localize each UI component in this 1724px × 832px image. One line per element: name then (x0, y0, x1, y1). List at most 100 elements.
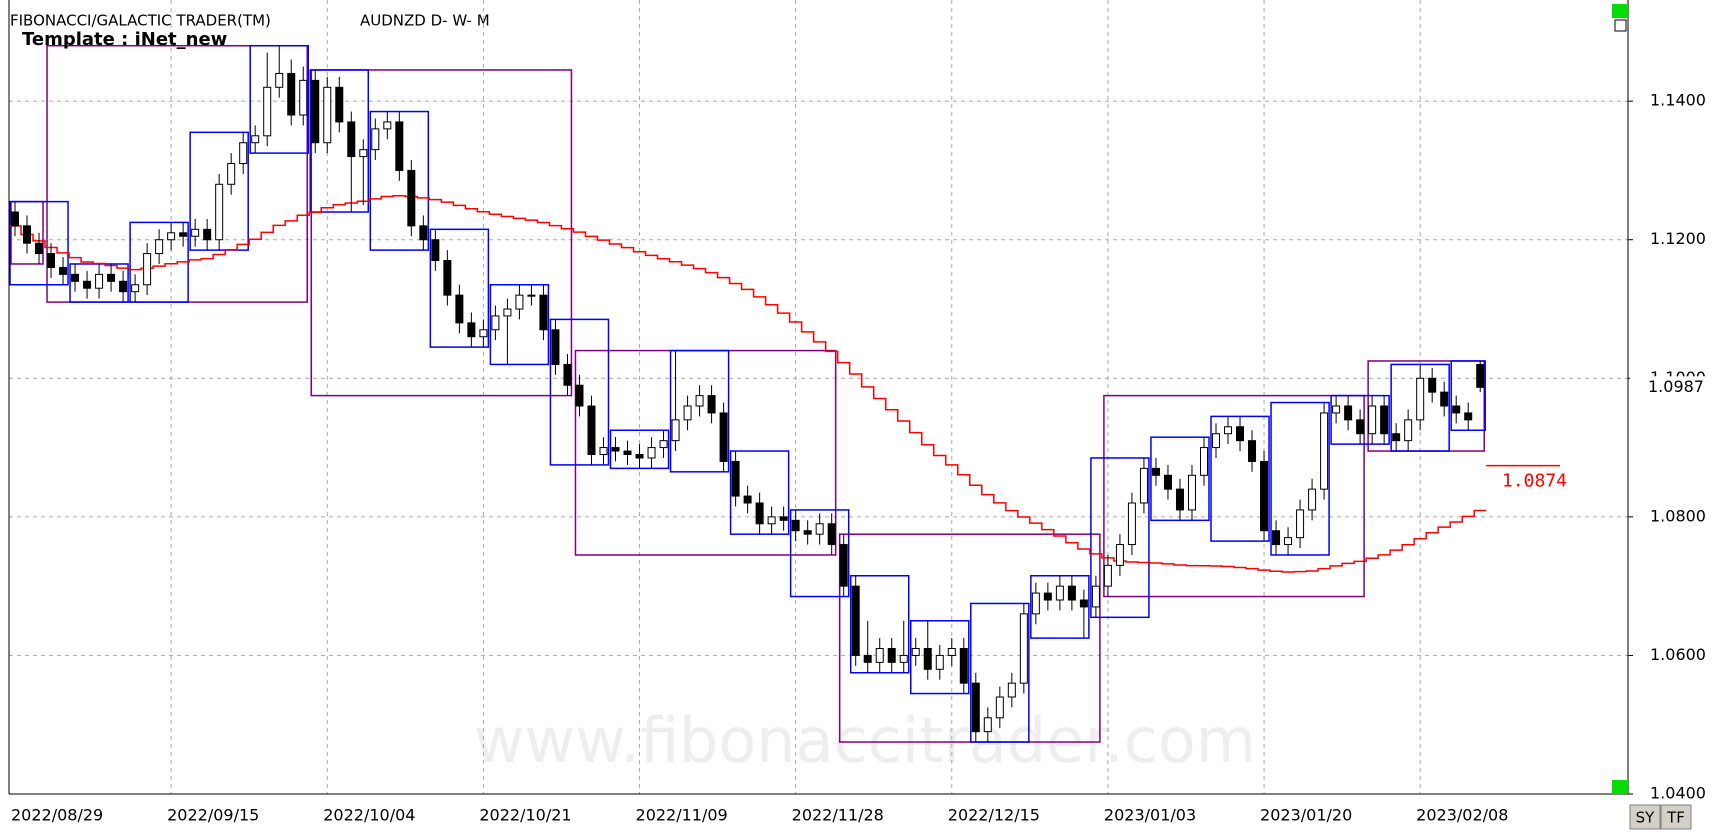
candle-body (1151, 467, 1160, 476)
candle-body (743, 495, 752, 504)
candle-body (1260, 460, 1269, 532)
candle-body (599, 447, 608, 456)
candle-body (683, 405, 692, 421)
candle-body (995, 696, 1004, 719)
weekly-range-box (549, 318, 610, 466)
candle-body (275, 72, 284, 88)
candle-body (611, 447, 620, 452)
candle-body (215, 183, 224, 241)
candle-body (467, 322, 476, 338)
corner-marker (1614, 19, 1627, 32)
candle-body (515, 294, 524, 310)
x-tick-label: 2022/12/15 (948, 806, 1040, 825)
candle-body (959, 648, 968, 684)
candle-body (335, 86, 344, 123)
candle-body (863, 654, 872, 663)
candle-body (167, 232, 176, 241)
candle-body (251, 135, 260, 144)
candle-body (155, 239, 164, 255)
x-tick-label: 2022/08/29 (11, 806, 103, 825)
weekly-range-box (789, 509, 850, 598)
candle-body (395, 121, 404, 171)
candle-body (35, 242, 44, 255)
candle-body (1296, 509, 1305, 539)
candle-body (1440, 391, 1449, 407)
candle-body (359, 149, 368, 158)
candle-body (659, 440, 668, 449)
candle-body (323, 86, 332, 144)
candle-body (1320, 412, 1329, 490)
x-tick-label: 2023/02/08 (1416, 806, 1508, 825)
candle-body (1272, 530, 1281, 546)
toolbar: SY TF (1629, 804, 1692, 830)
candle-body (47, 253, 56, 268)
x-tick-label: 2023/01/03 (1104, 806, 1196, 825)
candle-body (755, 502, 764, 525)
candle-body (827, 523, 836, 546)
candle-body (1368, 405, 1377, 435)
candle-body (1187, 474, 1196, 511)
button-label[interactable]: TF (1666, 809, 1685, 827)
candle-body (311, 79, 320, 144)
monthly-range-box (838, 533, 1101, 743)
candle-body (1043, 592, 1052, 601)
candle-body (731, 460, 740, 497)
weekly-range-box (309, 69, 370, 213)
candle-body (1392, 433, 1401, 442)
weekly-range-box (910, 620, 970, 695)
chart-subtitle: AUDNZD D- W- M (360, 12, 490, 30)
candle-body (923, 648, 932, 670)
x-tick-label: 2022/09/15 (167, 806, 259, 825)
candle-body (1139, 467, 1148, 504)
candle-body (491, 315, 500, 331)
candle-body (1163, 474, 1172, 490)
candle-body (1236, 426, 1245, 442)
candle-body (95, 273, 104, 289)
candle-body (1428, 377, 1437, 393)
candle-body (1212, 433, 1220, 449)
candle-body (143, 253, 152, 286)
candle-body (1007, 682, 1016, 698)
candle-body (1019, 613, 1028, 684)
candle-body (803, 530, 812, 535)
candle-body (191, 228, 200, 237)
candle-body (1199, 447, 1208, 476)
candle-body (71, 273, 80, 282)
weekly-range-box (1090, 457, 1150, 619)
candle-body (131, 284, 140, 293)
candle-body (23, 225, 32, 244)
chart-title: FIBONACCI/GALACTIC TRADER(TM) (10, 12, 271, 30)
weekly-range-box (9, 200, 69, 286)
candle-body (1284, 537, 1293, 546)
button-label[interactable]: SY (1636, 809, 1656, 827)
candle-body (419, 225, 428, 241)
candle-body (383, 121, 392, 130)
candle-body (1055, 585, 1064, 601)
candle-body (767, 516, 776, 525)
candle-body (875, 648, 884, 663)
candle-body (1079, 599, 1088, 608)
candle-body (563, 363, 572, 386)
candle-body (431, 239, 440, 262)
monthly-range-box (310, 69, 573, 397)
candle-body (1127, 502, 1136, 546)
button[interactable] (1660, 804, 1692, 830)
candle-body (947, 648, 956, 656)
candle-body (983, 717, 992, 733)
button[interactable] (1629, 804, 1661, 830)
x-tick-label: 2022/10/21 (479, 806, 571, 825)
plot-area: 1.0874 (9, 0, 1628, 795)
candle-body (1224, 426, 1233, 435)
candle-body (443, 260, 452, 296)
candle-body (119, 280, 128, 293)
weekly-range-box (1270, 401, 1330, 556)
y-tick-label: 1.0600 (1650, 645, 1706, 664)
candle-body (1175, 488, 1184, 511)
candle-body (455, 294, 464, 324)
candle-body (1248, 440, 1257, 462)
candle-body (1332, 405, 1341, 414)
candle-body (1091, 585, 1100, 608)
candle-body (851, 585, 860, 656)
watermark: www.fibonaccitrader.com (474, 704, 1256, 777)
